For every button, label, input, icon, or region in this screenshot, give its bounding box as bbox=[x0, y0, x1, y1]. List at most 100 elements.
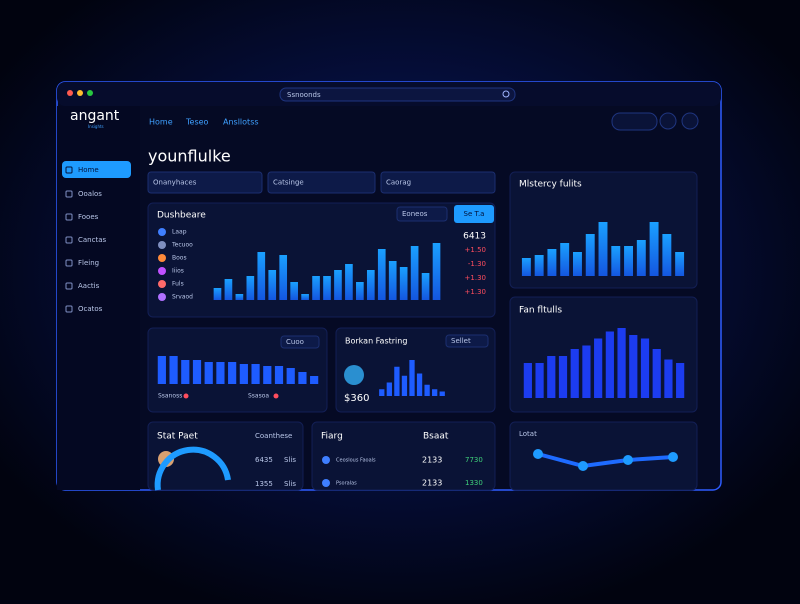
table-cell: 2133 bbox=[422, 456, 442, 465]
stat-panel bbox=[147, 421, 304, 491]
nav-item[interactable]: Fleing bbox=[78, 259, 99, 267]
table-cell: 2133 bbox=[422, 479, 442, 488]
legend-label: Ssanoss bbox=[158, 393, 182, 400]
gauge bbox=[154, 446, 231, 491]
bar bbox=[662, 234, 672, 276]
min-dot[interactable] bbox=[77, 90, 83, 96]
account-button[interactable] bbox=[611, 112, 658, 131]
bar bbox=[611, 246, 621, 276]
nav-item[interactable]: Ooalos bbox=[78, 190, 102, 198]
bar bbox=[157, 356, 166, 384]
panel-title: Mlstercy fulits bbox=[519, 180, 582, 190]
button[interactable] bbox=[454, 205, 494, 223]
stat-cell: Slis bbox=[284, 456, 296, 464]
bar bbox=[334, 270, 342, 300]
table-cell: 1330 bbox=[465, 479, 483, 487]
line-point bbox=[533, 449, 543, 459]
stat-cell: 6435 bbox=[255, 456, 273, 464]
bar bbox=[301, 294, 309, 300]
list-item: Fuls bbox=[172, 281, 184, 288]
stat-cell: Slis bbox=[284, 480, 296, 488]
nav-icon bbox=[65, 305, 73, 313]
bar bbox=[409, 360, 415, 396]
top-nav-item[interactable]: Home bbox=[149, 118, 173, 127]
bar bbox=[547, 356, 556, 398]
logo: angant bbox=[70, 108, 120, 124]
bar bbox=[279, 255, 288, 300]
nav-item[interactable]: Ocatos bbox=[78, 305, 103, 313]
bar bbox=[379, 389, 385, 396]
max-dot[interactable] bbox=[87, 90, 93, 96]
avatar bbox=[158, 293, 166, 301]
bar bbox=[410, 246, 419, 300]
bar bbox=[213, 288, 222, 300]
nav-icon bbox=[65, 166, 73, 174]
search-bar[interactable] bbox=[279, 87, 516, 102]
fan-panel bbox=[509, 296, 698, 413]
bar bbox=[649, 222, 659, 276]
share-button[interactable] bbox=[681, 112, 699, 130]
select[interactable] bbox=[445, 334, 489, 348]
avatar bbox=[322, 456, 330, 464]
side-value: 6413 bbox=[463, 232, 486, 242]
bar bbox=[192, 360, 202, 384]
nav-item[interactable]: Canctas bbox=[78, 236, 106, 244]
panel-b bbox=[335, 327, 496, 413]
bar bbox=[629, 335, 638, 398]
bar bbox=[257, 252, 266, 300]
select-text: Cuoo bbox=[286, 338, 304, 346]
bar bbox=[323, 276, 331, 300]
table-cell: Psoralas bbox=[336, 481, 357, 487]
panel-a bbox=[147, 327, 328, 413]
list-item: Tecuoo bbox=[171, 242, 193, 249]
bar bbox=[617, 328, 626, 398]
line-point bbox=[623, 455, 633, 465]
table-header: Fiarg bbox=[321, 432, 343, 442]
bar bbox=[286, 368, 295, 384]
select-text: Sellet bbox=[451, 337, 471, 345]
bar bbox=[676, 363, 685, 398]
side-value: +1.50 bbox=[465, 246, 486, 254]
dropdown[interactable] bbox=[380, 171, 496, 194]
line-panel bbox=[509, 421, 698, 491]
nav-item[interactable]: Home bbox=[78, 166, 99, 174]
panel-title: Lotat bbox=[519, 430, 537, 438]
bar bbox=[224, 279, 233, 300]
list-item: Boos bbox=[172, 255, 187, 262]
bar bbox=[246, 276, 255, 300]
top-nav-item[interactable]: Teseo bbox=[185, 118, 209, 127]
avatar bbox=[158, 280, 166, 288]
bar bbox=[298, 372, 307, 384]
side-value: +1.30 bbox=[465, 274, 486, 282]
top-nav-item[interactable]: Ansllotss bbox=[223, 118, 259, 127]
bar bbox=[377, 249, 386, 300]
bar bbox=[640, 338, 650, 398]
bar bbox=[664, 359, 673, 398]
bar bbox=[582, 345, 591, 398]
panel-title: Borkan Fastring bbox=[345, 337, 407, 346]
bar bbox=[216, 362, 225, 384]
bar bbox=[535, 363, 544, 398]
bar bbox=[439, 391, 445, 396]
settings-button[interactable] bbox=[659, 112, 677, 130]
close-dot[interactable] bbox=[67, 90, 73, 96]
bar bbox=[181, 360, 190, 384]
dropdown[interactable] bbox=[147, 171, 263, 194]
avatar bbox=[322, 479, 330, 487]
avatar bbox=[158, 228, 166, 236]
nav-active[interactable] bbox=[62, 161, 131, 178]
line bbox=[537, 452, 674, 469]
nav-item[interactable]: Fooes bbox=[78, 213, 99, 221]
dropdown[interactable] bbox=[267, 171, 376, 194]
line-point bbox=[578, 461, 588, 471]
table-cell: Ceoslous Faoals bbox=[336, 458, 376, 464]
nav-item[interactable]: Aactis bbox=[78, 282, 100, 290]
bar bbox=[345, 264, 353, 300]
select[interactable] bbox=[280, 335, 320, 349]
select[interactable] bbox=[396, 206, 448, 222]
bar bbox=[534, 255, 544, 276]
bar bbox=[598, 222, 608, 276]
list-item: Laap bbox=[172, 229, 187, 236]
bar bbox=[558, 356, 568, 398]
